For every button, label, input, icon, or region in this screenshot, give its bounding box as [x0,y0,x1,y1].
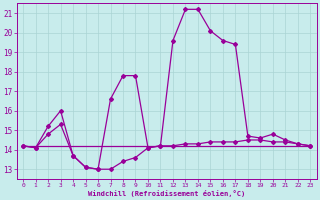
X-axis label: Windchill (Refroidissement éolien,°C): Windchill (Refroidissement éolien,°C) [88,190,245,197]
